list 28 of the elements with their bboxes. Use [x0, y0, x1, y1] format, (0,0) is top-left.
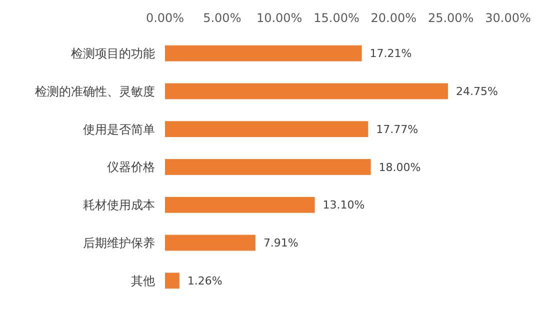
x-tick-label: 5.00% — [203, 11, 242, 25]
data-label: 18.00% — [378, 160, 421, 174]
data-label: 24.75% — [456, 85, 498, 98]
y-tick-label: 使用是否简单 — [83, 122, 155, 136]
y-tick-label: 仪器价格 — [107, 160, 155, 174]
bar — [165, 121, 368, 138]
bar — [165, 45, 362, 62]
bar — [165, 159, 371, 175]
bar — [165, 234, 256, 251]
data-label: 1.26% — [187, 274, 222, 288]
bar — [165, 83, 448, 100]
y-tick-label: 耗材使用成本 — [83, 198, 155, 212]
y-tick-label: 检测的准确性、灵敏度 — [35, 84, 155, 98]
x-tick-label: 25.00% — [428, 11, 474, 25]
x-tick-label: 30.00% — [485, 11, 531, 25]
bar — [165, 196, 315, 213]
data-label: 7.91% — [263, 236, 298, 250]
y-tick-label: 检测项目的功能 — [71, 46, 155, 61]
data-label: 17.77% — [376, 122, 418, 136]
bar — [165, 272, 180, 289]
y-tick-label: 后期维护保养 — [83, 236, 155, 250]
data-label: 17.21% — [370, 47, 412, 60]
x-tick-label: 20.00% — [370, 11, 417, 25]
x-tick-label: 15.00% — [314, 11, 360, 25]
x-tick-label: 0.00% — [146, 11, 184, 25]
data-label: 13.10% — [322, 198, 365, 212]
x-tick-label: 10.00% — [256, 11, 302, 25]
y-tick-label: 其他 — [131, 274, 155, 288]
